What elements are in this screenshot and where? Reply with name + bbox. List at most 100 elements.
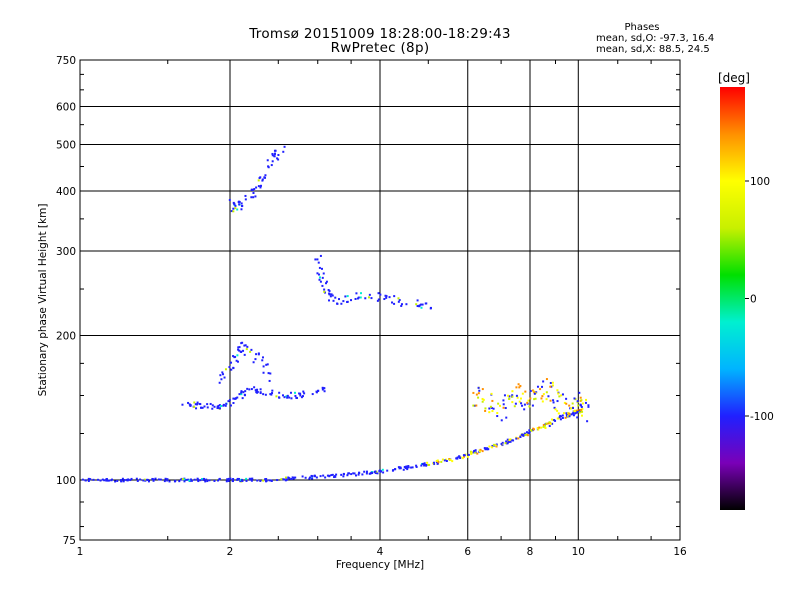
data-point — [552, 401, 555, 404]
chart-subtitle: RwPretec (8p) — [330, 40, 430, 56]
data-point — [295, 397, 298, 400]
data-point — [257, 185, 260, 188]
data-point — [105, 479, 108, 482]
data-point — [248, 477, 251, 480]
data-point — [531, 389, 534, 392]
data-point — [475, 393, 478, 396]
data-point — [415, 303, 418, 306]
data-point — [236, 477, 239, 480]
data-point — [328, 475, 331, 478]
data-point — [494, 444, 497, 447]
data-point — [252, 361, 255, 364]
data-point — [174, 479, 177, 482]
data-point — [420, 464, 423, 467]
data-point — [240, 390, 243, 393]
data-point — [397, 466, 400, 469]
data-point — [474, 449, 477, 452]
data-point — [507, 394, 510, 397]
data-point — [346, 295, 349, 298]
data-point — [500, 442, 503, 445]
data-point — [587, 404, 590, 407]
chart-title: Tromsø 20151009 18:28:00-18:29:43 — [249, 26, 511, 42]
data-point — [331, 473, 334, 476]
data-point — [584, 401, 587, 404]
data-point — [121, 477, 124, 480]
data-point — [330, 474, 333, 477]
data-point — [504, 442, 507, 445]
data-point — [319, 254, 322, 257]
data-point — [511, 401, 514, 404]
data-point — [545, 378, 548, 381]
data-point — [327, 289, 330, 292]
data-point — [504, 407, 507, 410]
colorbar-tick-label: 100 — [750, 176, 770, 188]
data-point — [404, 467, 407, 470]
data-point — [106, 479, 109, 482]
data-point — [250, 388, 253, 391]
data-point — [230, 361, 233, 364]
data-point — [368, 472, 371, 475]
x-tick-label: 16 — [673, 546, 687, 558]
data-point — [411, 466, 414, 469]
data-point — [520, 433, 523, 436]
data-point — [544, 424, 547, 427]
data-point — [488, 445, 491, 448]
data-point — [144, 479, 147, 482]
data-point — [276, 479, 279, 482]
x-axis-label: Frequency [MHz] — [336, 559, 424, 571]
data-point — [92, 478, 95, 481]
data-point — [533, 428, 536, 431]
data-point — [518, 400, 521, 403]
data-point — [251, 477, 254, 480]
data-point — [570, 413, 573, 416]
data-point — [278, 396, 281, 399]
data-point — [105, 478, 108, 481]
data-point — [578, 411, 581, 414]
data-point — [342, 475, 345, 478]
data-point — [206, 480, 209, 483]
data-point — [545, 398, 548, 401]
data-point — [524, 433, 527, 436]
data-point — [218, 407, 221, 410]
data-point — [580, 405, 583, 408]
data-point — [135, 477, 138, 480]
data-point — [397, 300, 400, 303]
data-point — [257, 179, 260, 182]
data-point — [87, 479, 90, 482]
data-point — [267, 166, 270, 169]
data-point — [564, 416, 567, 419]
data-point — [402, 468, 405, 471]
data-point — [205, 478, 208, 481]
data-point — [568, 412, 571, 415]
data-point — [293, 391, 296, 394]
data-point — [572, 414, 575, 417]
data-point — [476, 452, 479, 455]
data-point — [367, 296, 370, 299]
data-point — [394, 468, 397, 471]
data-point — [147, 478, 150, 481]
data-point — [294, 476, 297, 479]
data-point — [483, 447, 486, 450]
data-point — [477, 386, 480, 389]
data-point — [580, 414, 583, 417]
data-point — [193, 478, 196, 481]
data-point — [238, 349, 241, 352]
data-point — [360, 292, 363, 295]
data-point — [518, 386, 521, 389]
data-point — [479, 448, 482, 451]
y-tick-label: 600 — [56, 102, 76, 114]
data-point — [255, 388, 258, 391]
data-point — [481, 397, 484, 400]
data-point — [330, 293, 333, 296]
data-point — [317, 389, 320, 392]
data-point — [398, 299, 401, 302]
data-point — [573, 410, 576, 413]
data-point — [521, 392, 524, 395]
data-point — [255, 186, 258, 189]
data-point — [353, 472, 356, 475]
data-point — [479, 450, 482, 453]
data-point — [178, 480, 181, 483]
data-point — [235, 359, 238, 362]
data-point — [574, 412, 577, 415]
data-point — [323, 387, 326, 390]
